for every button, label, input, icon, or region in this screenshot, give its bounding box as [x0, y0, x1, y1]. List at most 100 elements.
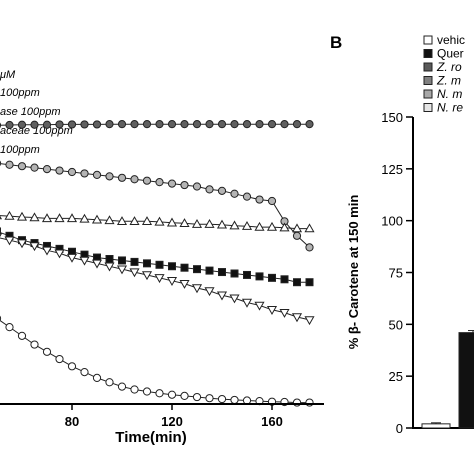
data-point	[180, 120, 189, 129]
data-point	[105, 255, 114, 263]
data-point	[42, 120, 52, 129]
data-point	[230, 189, 239, 198]
bar	[458, 332, 474, 429]
y-tick-label: 75	[389, 266, 403, 281]
data-point	[166, 277, 178, 286]
data-point	[130, 175, 139, 184]
data-point	[0, 122, 2, 129]
data-point	[129, 216, 140, 225]
legend-swatch	[423, 35, 433, 45]
legend-swatch	[423, 62, 433, 72]
y-tick-label: 0	[396, 421, 403, 436]
data-point	[29, 212, 40, 222]
data-point	[305, 120, 314, 129]
data-point	[116, 216, 128, 225]
legend-swatch	[423, 76, 433, 85]
data-point	[142, 387, 152, 396]
data-point	[292, 120, 302, 129]
data-point	[67, 167, 77, 177]
data-point	[291, 313, 303, 323]
data-point	[155, 389, 164, 398]
legend-label: vehic	[437, 33, 465, 47]
data-point	[305, 398, 314, 407]
series-line	[0, 319, 310, 404]
data-point	[254, 301, 265, 311]
data-point	[42, 347, 52, 356]
data-point	[30, 340, 39, 349]
data-point	[191, 284, 203, 294]
data-point	[229, 220, 240, 230]
data-point	[167, 390, 177, 399]
panel-a-legend: μM 100ppm ase 100ppm aceae 100ppm 100ppm	[0, 69, 73, 156]
data-point	[17, 120, 27, 129]
data-point	[229, 294, 240, 304]
panel-letter: B	[330, 33, 342, 52]
data-point	[118, 256, 126, 265]
data-point	[305, 278, 314, 287]
series-5	[0, 233, 315, 326]
data-point	[29, 242, 40, 252]
data-point	[117, 173, 127, 182]
data-point	[204, 218, 215, 228]
data-point	[66, 213, 78, 223]
data-point	[166, 217, 178, 227]
data-point	[216, 219, 228, 229]
legend-fragment: μM	[0, 69, 16, 81]
data-point	[80, 120, 89, 129]
data-point	[104, 262, 115, 272]
data-point	[205, 266, 214, 275]
data-point	[205, 120, 214, 129]
data-point	[293, 278, 301, 287]
data-point	[67, 120, 77, 129]
data-point	[180, 391, 189, 400]
data-point	[92, 120, 102, 129]
data-point	[80, 169, 89, 178]
data-point	[5, 160, 14, 169]
data-point	[242, 120, 252, 129]
legend-label: N. m	[437, 87, 462, 101]
bars	[421, 330, 474, 429]
data-point	[0, 315, 2, 322]
y-axis-label: % β- Carotene at 150 min	[346, 195, 361, 350]
data-point	[130, 257, 139, 266]
data-point	[154, 274, 165, 284]
data-point	[17, 331, 27, 340]
data-point	[155, 178, 164, 187]
data-point	[218, 268, 226, 277]
data-point	[167, 179, 177, 188]
x-tick-label: 80	[65, 414, 79, 429]
y-tick-label: 125	[381, 162, 403, 177]
data-point	[117, 120, 127, 129]
data-point	[205, 185, 214, 194]
legend-fragment: 100ppm	[0, 87, 40, 99]
data-point	[105, 378, 114, 387]
data-point	[41, 213, 53, 223]
legend-label: N. re	[437, 101, 463, 115]
legend-label: Z. m	[436, 74, 461, 88]
data-point	[242, 192, 252, 201]
data-point	[79, 256, 90, 266]
legend-label: Quer	[437, 47, 464, 61]
data-point	[143, 259, 151, 268]
data-point	[0, 160, 2, 167]
data-point	[292, 231, 302, 240]
data-point	[66, 253, 78, 263]
data-point	[91, 259, 103, 269]
data-point	[204, 287, 215, 297]
data-point	[255, 272, 264, 281]
data-point	[192, 182, 202, 191]
data-point	[67, 362, 77, 371]
data-point	[129, 268, 140, 278]
data-point	[16, 211, 28, 221]
y-axis-ticks: 0 25 50 75 100 125 150	[381, 110, 413, 436]
x-tick-label: 160	[261, 414, 283, 429]
data-point	[217, 120, 227, 129]
data-point	[141, 216, 153, 225]
legend-fragment: 100ppm	[0, 144, 40, 156]
data-point	[142, 120, 152, 129]
legend-fragment: aceae 100ppm	[0, 125, 73, 137]
data-point	[5, 120, 14, 130]
data-point	[217, 186, 227, 195]
